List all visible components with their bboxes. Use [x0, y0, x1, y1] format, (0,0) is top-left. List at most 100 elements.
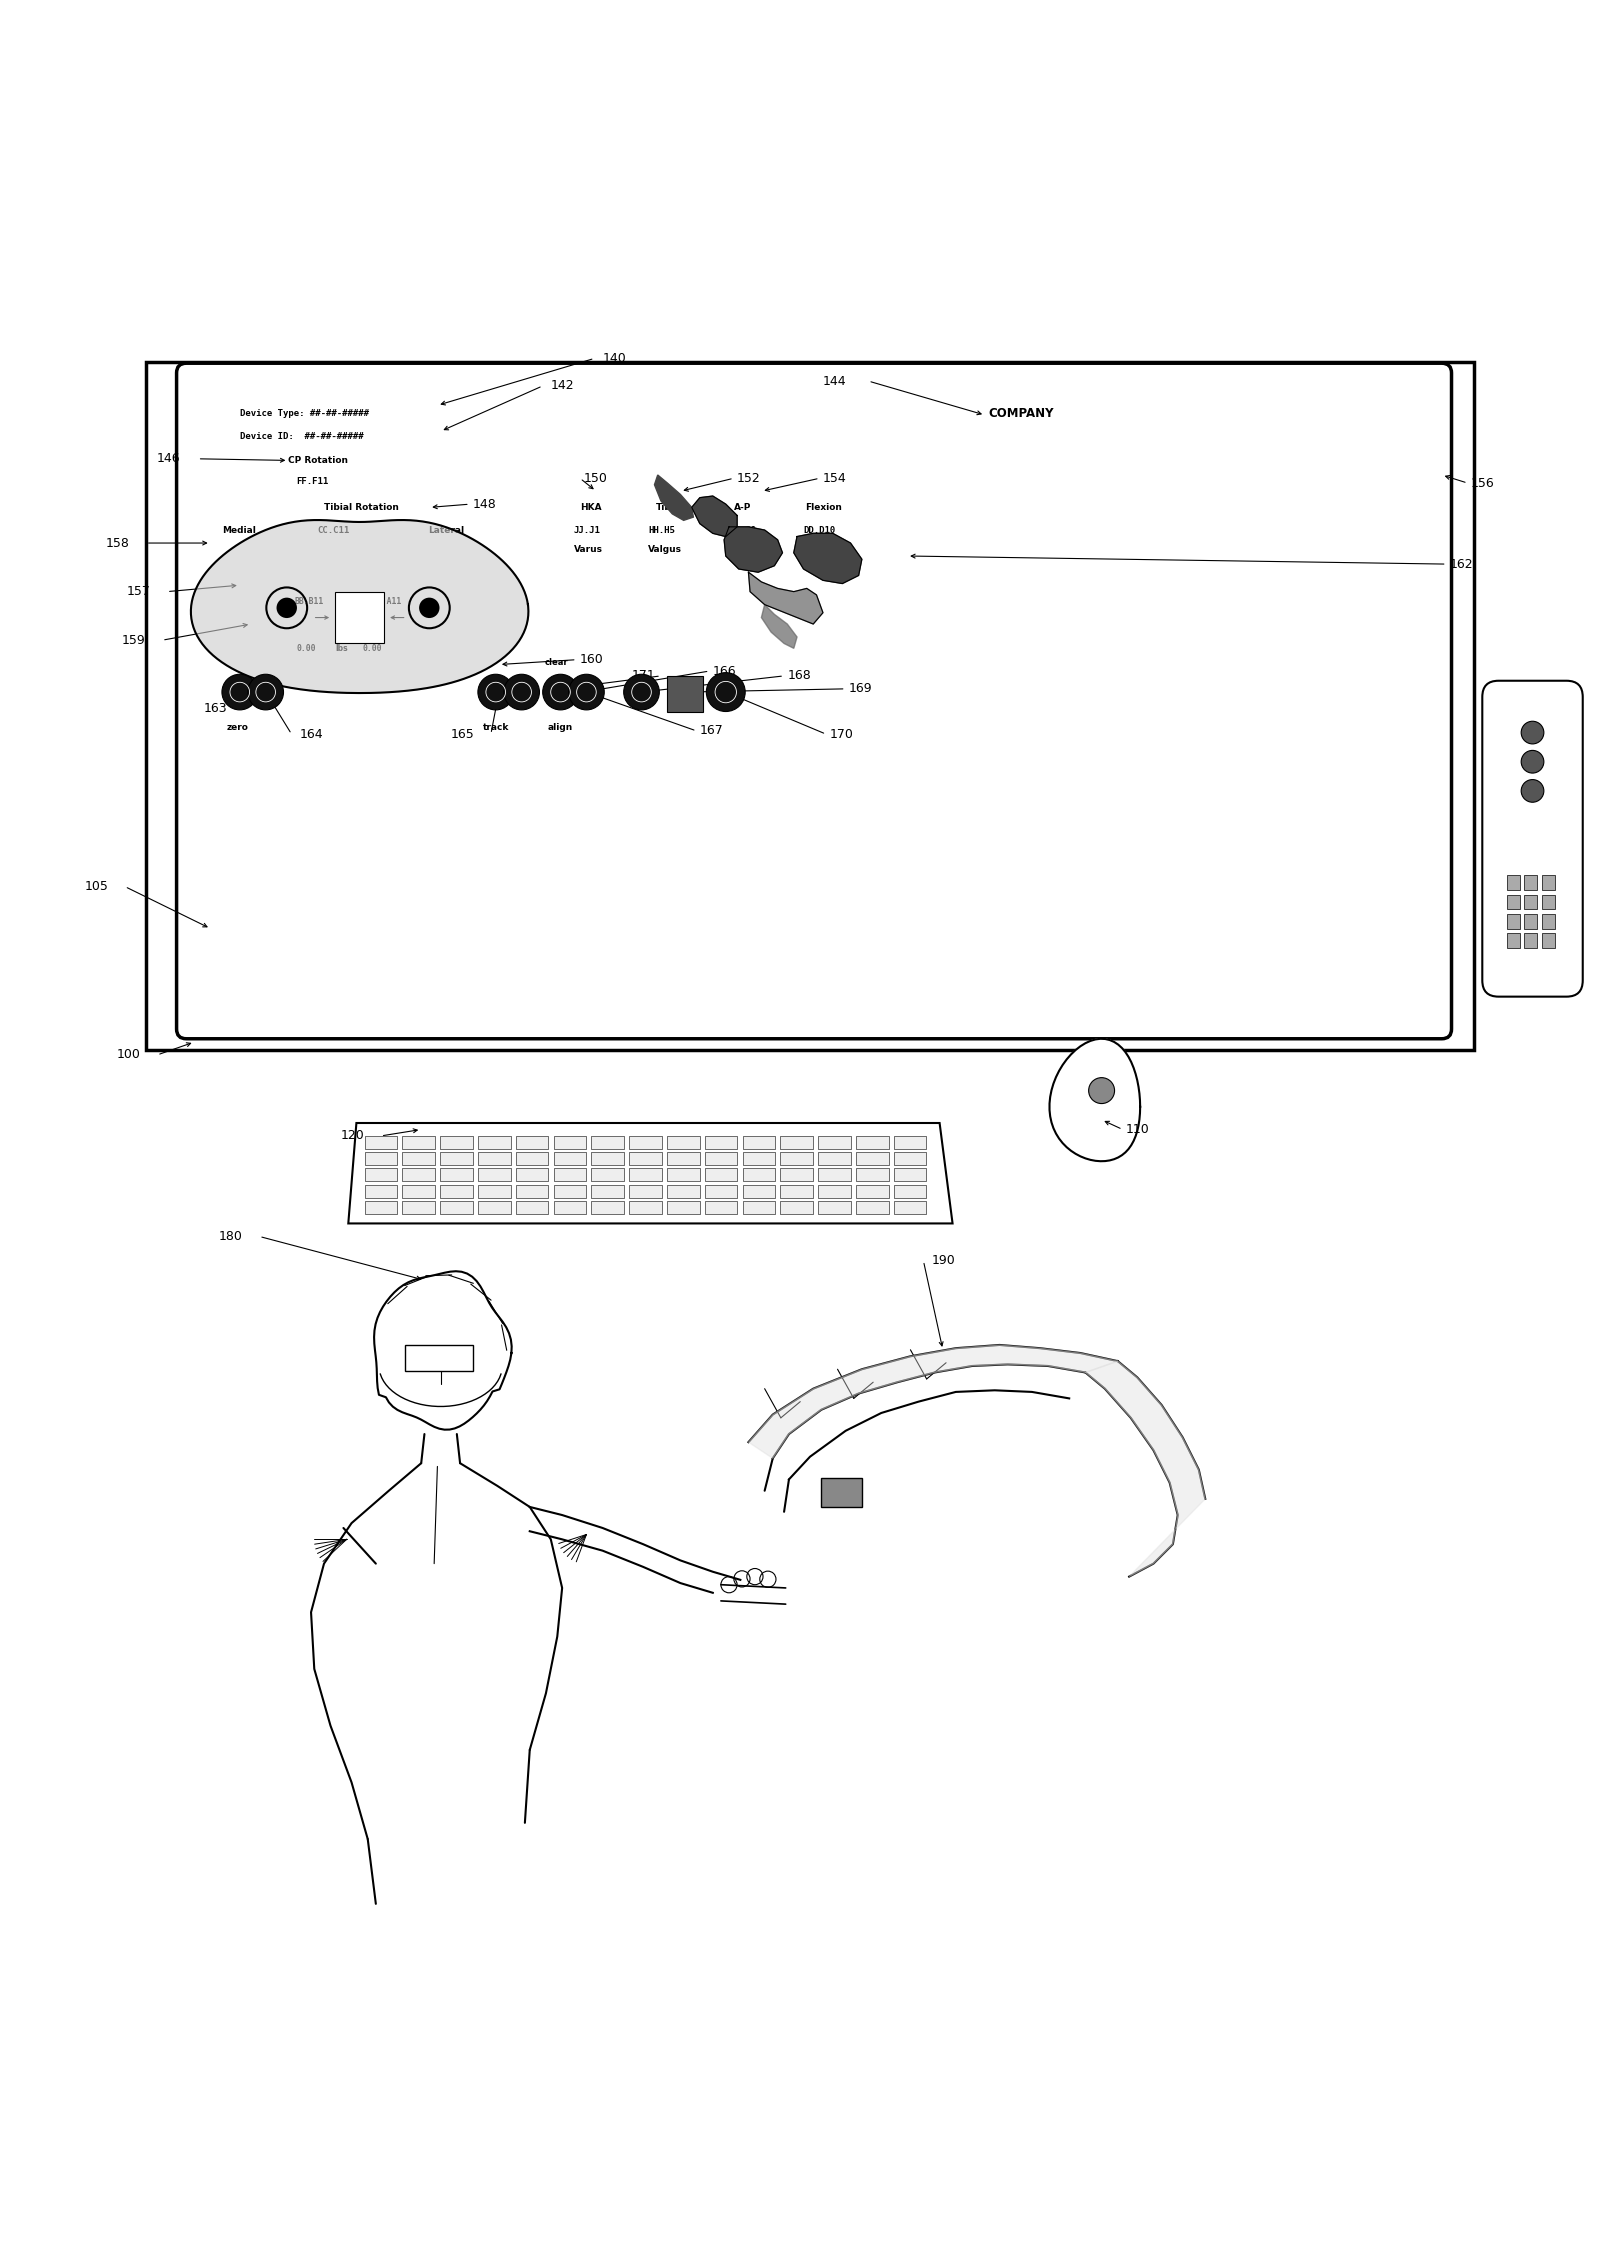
Text: Flexion: Flexion — [805, 503, 842, 512]
Bar — [1524, 894, 1537, 910]
Text: Lateral: Lateral — [428, 526, 463, 535]
Bar — [441, 1184, 473, 1197]
Bar — [591, 1184, 624, 1197]
Text: 166: 166 — [713, 665, 737, 678]
Text: 146: 146 — [157, 451, 181, 465]
Bar — [364, 1184, 397, 1197]
Text: AA.A11: AA.A11 — [373, 597, 402, 606]
Polygon shape — [1085, 1361, 1205, 1577]
Bar — [554, 1136, 586, 1150]
Polygon shape — [348, 1123, 953, 1224]
Circle shape — [1521, 779, 1544, 802]
Text: 148: 148 — [473, 499, 497, 510]
Bar — [1524, 914, 1537, 928]
Bar — [781, 1152, 813, 1166]
Text: 0.00: 0.00 — [363, 645, 382, 654]
Text: 150: 150 — [583, 472, 608, 485]
Bar — [591, 1168, 624, 1181]
Bar — [1507, 876, 1520, 889]
Text: CC.C11: CC.C11 — [318, 526, 350, 535]
Bar — [515, 1152, 549, 1166]
Bar — [705, 1136, 737, 1150]
Bar — [554, 1152, 586, 1166]
Text: DD.D10: DD.D10 — [804, 526, 836, 535]
Text: BB.B11: BB.B11 — [295, 597, 324, 606]
Bar — [894, 1168, 927, 1181]
Bar — [1507, 934, 1520, 948]
Bar — [405, 1345, 473, 1370]
Bar — [818, 1136, 850, 1150]
Text: 163: 163 — [204, 701, 228, 714]
Circle shape — [248, 674, 284, 710]
Text: Valgus: Valgus — [648, 546, 682, 555]
Bar — [478, 1152, 510, 1166]
Bar — [705, 1184, 737, 1197]
Text: Medial: Medial — [222, 526, 256, 535]
Bar — [1542, 914, 1555, 928]
Bar — [667, 1152, 700, 1166]
Text: 156: 156 — [1471, 476, 1495, 490]
Text: 168: 168 — [787, 669, 812, 683]
Bar — [818, 1168, 850, 1181]
Text: lbs: lbs — [335, 645, 348, 654]
Text: GG.G8: GG.G8 — [729, 526, 757, 535]
Bar — [441, 1136, 473, 1150]
Text: 144: 144 — [823, 375, 847, 389]
Bar — [855, 1136, 889, 1150]
Bar — [667, 676, 703, 712]
Bar — [1542, 894, 1555, 910]
Bar — [781, 1136, 813, 1150]
Polygon shape — [724, 528, 782, 573]
Bar — [781, 1184, 813, 1197]
Circle shape — [1521, 750, 1544, 773]
Bar — [1524, 876, 1537, 889]
Text: 162: 162 — [1450, 557, 1474, 570]
Text: TRIAL: TRIAL — [340, 602, 363, 609]
Text: 165: 165 — [450, 728, 475, 741]
Bar — [742, 1202, 776, 1213]
Circle shape — [222, 674, 258, 710]
Text: 157: 157 — [126, 586, 151, 597]
Bar — [1542, 934, 1555, 948]
Bar — [1524, 934, 1537, 948]
Text: align: align — [548, 723, 573, 732]
Text: 154: 154 — [823, 472, 847, 485]
Text: COMPANY: COMPANY — [988, 407, 1053, 420]
Bar — [146, 362, 1474, 1051]
Bar — [667, 1202, 700, 1213]
Bar — [705, 1152, 737, 1166]
Bar — [441, 1202, 473, 1213]
Bar — [554, 1202, 586, 1213]
Bar — [667, 1168, 700, 1181]
Bar — [855, 1168, 889, 1181]
Text: 105: 105 — [84, 880, 109, 894]
Polygon shape — [748, 1345, 1118, 1458]
Bar — [821, 1478, 862, 1507]
Bar — [364, 1136, 397, 1150]
Text: 120: 120 — [340, 1130, 364, 1143]
Bar — [515, 1184, 549, 1197]
Bar — [1507, 894, 1520, 910]
Text: Tibia: Tibia — [656, 503, 680, 512]
Text: FF.F11: FF.F11 — [296, 476, 329, 485]
Circle shape — [1089, 1078, 1115, 1103]
Bar — [441, 1168, 473, 1181]
Bar — [818, 1202, 850, 1213]
Bar — [781, 1202, 813, 1213]
Text: 100: 100 — [117, 1049, 141, 1062]
Text: 190: 190 — [931, 1253, 956, 1267]
Circle shape — [478, 674, 514, 710]
Bar — [894, 1152, 927, 1166]
Text: track: track — [483, 723, 509, 732]
Text: 0.00: 0.00 — [296, 645, 316, 654]
Bar — [705, 1168, 737, 1181]
Bar — [591, 1136, 624, 1150]
Circle shape — [504, 674, 539, 710]
Bar — [667, 1184, 700, 1197]
Bar — [591, 1202, 624, 1213]
Text: 142: 142 — [551, 380, 575, 393]
Bar — [478, 1168, 510, 1181]
Bar — [894, 1136, 927, 1150]
Bar — [364, 1202, 397, 1213]
Bar — [742, 1184, 776, 1197]
